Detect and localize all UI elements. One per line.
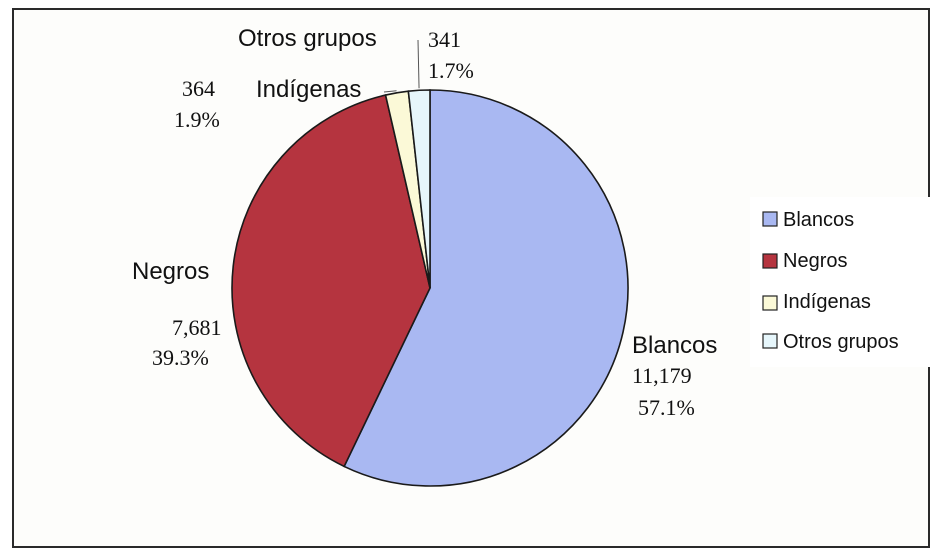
legend-swatch-otros-grupos: [762, 333, 778, 349]
slice-percent-otros-grupos: 1.7%: [428, 58, 474, 83]
legend-label-otros-grupos: Otros grupos: [783, 331, 899, 353]
pie-slice-otros-grupos: [407, 89, 431, 289]
leader-line-otros-grupos: [417, 39, 420, 89]
slice-percent-negros: 39.3%: [152, 345, 209, 370]
legend: Blancos Negros Indígenas Otros grupos: [750, 197, 936, 367]
legend-swatch-negros: [762, 253, 778, 269]
legend-box: [750, 197, 936, 367]
slice-value-otros-grupos: 341: [428, 27, 461, 52]
slice-label-otros-grupos: Otros grupos: [238, 25, 377, 52]
pie-slice-blancos: [343, 89, 629, 487]
leader-line-indigenas: [383, 90, 397, 93]
legend-label-blancos: Blancos: [783, 209, 854, 231]
pie-slice-negros: [231, 94, 431, 468]
slice-label-indigenas: Indígenas: [256, 76, 361, 103]
slice-value-blancos: 11,179: [632, 363, 692, 388]
slice-label-blancos: Blancos: [632, 332, 717, 359]
slice-percent-blancos: 57.1%: [638, 395, 695, 420]
legend-label-indigenas: Indígenas: [783, 291, 871, 313]
legend-swatch-blancos: [762, 211, 778, 227]
slice-value-negros: 7,681: [172, 315, 222, 340]
legend-swatch-indigenas: [762, 295, 778, 311]
slice-value-indigenas: 364: [182, 76, 215, 101]
slice-percent-indigenas: 1.9%: [174, 107, 220, 132]
slice-label-negros: Negros: [132, 258, 209, 285]
legend-label-negros: Negros: [783, 250, 847, 272]
